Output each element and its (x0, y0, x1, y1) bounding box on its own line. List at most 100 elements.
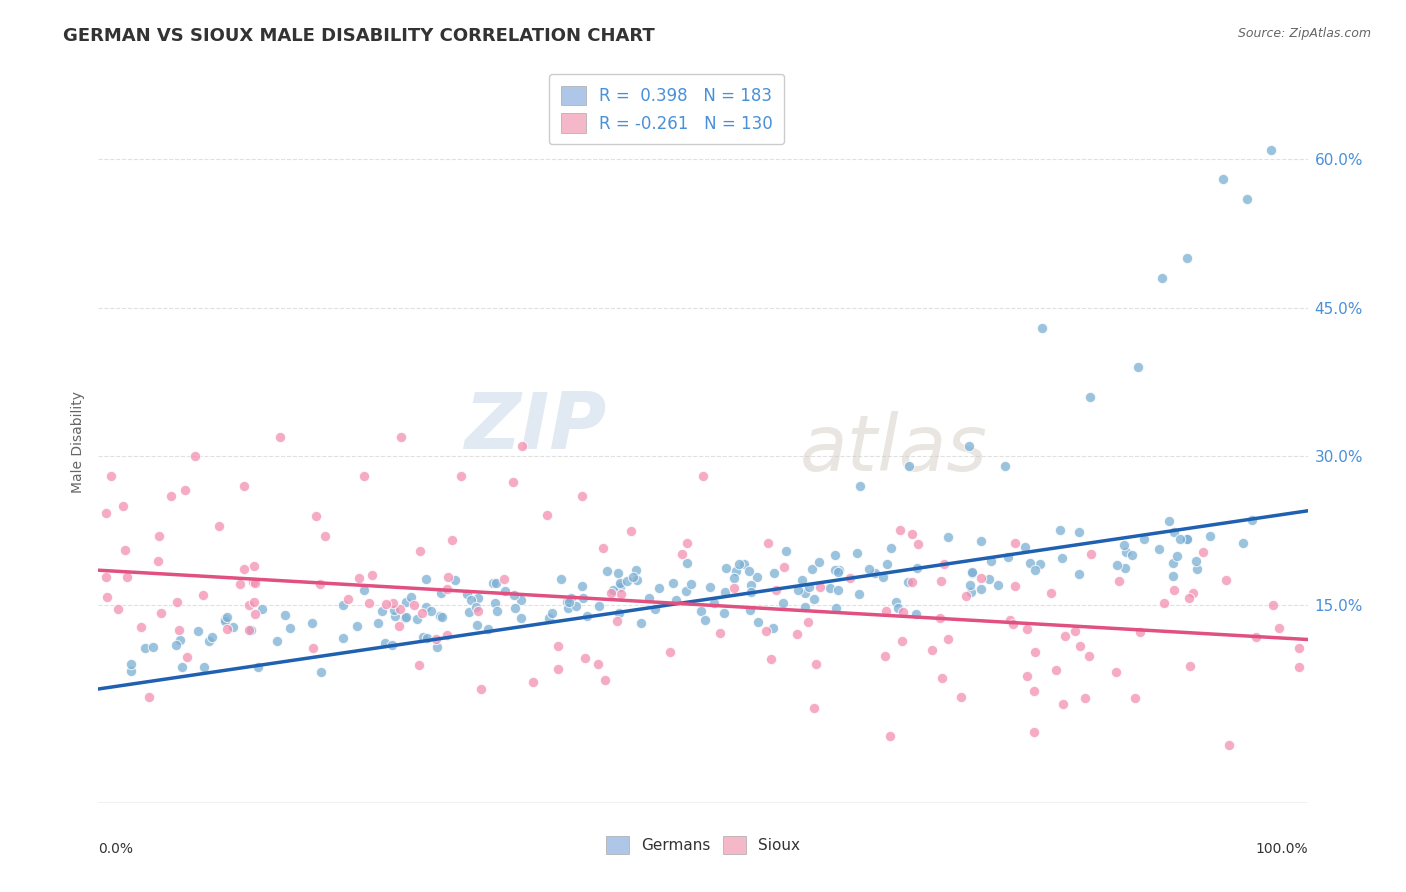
Point (395, 595, 418, 609)
Point (382, 603, 405, 617)
Point (616, 574, 638, 588)
Point (408, 658, 430, 673)
Point (713, 606, 735, 620)
Point (824, 549, 846, 563)
Point (794, 586, 817, 600)
Point (957, 440, 980, 454)
Point (239, 624, 262, 638)
Point (875, 603, 897, 617)
Point (738, 564, 761, 578)
Point (1053, 629, 1076, 643)
Point (921, 642, 943, 657)
Point (1260, 143, 1282, 157)
Point (571, 579, 593, 593)
Point (846, 546, 869, 560)
Point (430, 610, 453, 624)
Point (671, 547, 693, 561)
Point (238, 623, 260, 637)
Point (873, 648, 896, 663)
Point (337, 591, 360, 606)
Point (243, 576, 266, 591)
Point (184, 450, 207, 464)
Point (411, 607, 433, 621)
Point (394, 611, 416, 625)
Point (907, 536, 929, 550)
Point (799, 580, 821, 594)
Point (415, 572, 437, 586)
Text: 100.0%: 100.0% (1256, 842, 1308, 856)
Point (214, 614, 236, 628)
Point (725, 564, 748, 578)
Point (1170, 532, 1192, 546)
Point (558, 594, 581, 608)
Point (905, 607, 928, 621)
Point (1078, 649, 1101, 664)
Point (129, 620, 152, 634)
Point (929, 574, 952, 589)
Point (457, 605, 479, 619)
Point (630, 615, 652, 630)
Point (374, 636, 396, 650)
Point (929, 611, 952, 625)
Point (969, 571, 991, 585)
Point (690, 604, 713, 618)
Point (960, 585, 983, 599)
Point (146, 554, 169, 568)
Point (1078, 390, 1101, 404)
Point (305, 508, 328, 523)
Point (1004, 578, 1026, 592)
Point (762, 566, 785, 580)
Point (115, 569, 138, 583)
Point (503, 588, 526, 602)
Point (412, 630, 434, 644)
Point (557, 601, 579, 615)
Point (382, 596, 405, 610)
Point (897, 459, 920, 474)
Point (626, 574, 648, 588)
Y-axis label: Male Disability: Male Disability (72, 391, 86, 492)
Point (863, 566, 886, 581)
Point (450, 469, 472, 483)
Point (572, 591, 595, 605)
Point (1132, 532, 1154, 546)
Point (522, 675, 544, 690)
Point (353, 469, 375, 483)
Point (808, 580, 831, 594)
Point (142, 640, 165, 654)
Point (1024, 724, 1046, 739)
Point (1052, 697, 1074, 711)
Point (555, 595, 578, 609)
Point (887, 601, 910, 615)
Point (824, 563, 846, 577)
Point (1015, 622, 1038, 636)
Point (494, 584, 516, 599)
Point (1288, 659, 1310, 673)
Point (550, 572, 572, 586)
Point (198, 634, 221, 648)
Point (1105, 665, 1128, 680)
Point (872, 570, 894, 584)
Point (962, 566, 984, 580)
Point (891, 605, 914, 619)
Point (1004, 536, 1026, 550)
Point (1178, 591, 1201, 606)
Point (714, 585, 737, 599)
Point (675, 536, 697, 550)
Point (353, 583, 375, 598)
Point (994, 459, 1017, 474)
Point (467, 591, 489, 605)
Point (509, 611, 531, 625)
Point (1166, 549, 1188, 563)
Point (586, 657, 609, 672)
Point (1024, 645, 1046, 659)
Point (897, 575, 920, 590)
Point (269, 429, 291, 443)
Point (250, 602, 273, 616)
Point (96, 570, 118, 584)
Point (547, 639, 569, 653)
Point (467, 604, 489, 618)
Point (509, 592, 531, 607)
Point (388, 619, 411, 633)
Point (405, 611, 427, 625)
Point (695, 613, 717, 627)
